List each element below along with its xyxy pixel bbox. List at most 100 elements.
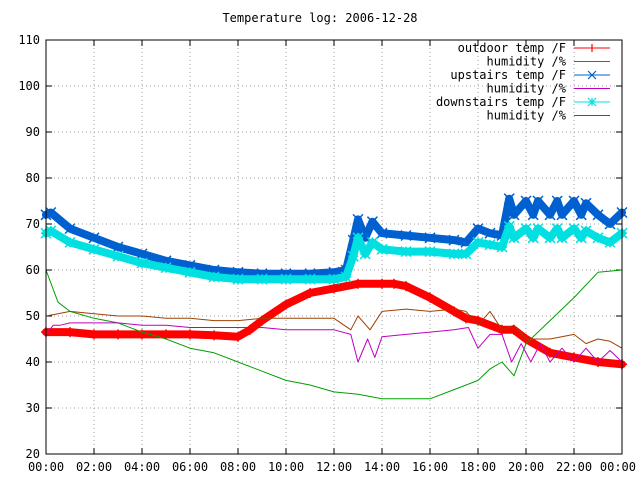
- data-point: [340, 271, 352, 283]
- data-point: [256, 273, 268, 285]
- data-point: [328, 273, 340, 285]
- data-point: [389, 278, 399, 289]
- data-point: [448, 234, 460, 246]
- legend-label-2: upstairs temp /F: [450, 68, 566, 82]
- data-point: [503, 220, 515, 232]
- data-point: [89, 329, 99, 340]
- data-point: [245, 324, 255, 335]
- data-point: [305, 288, 315, 298]
- series-line-3: [45, 322, 623, 363]
- x-tick-label: 12:00: [316, 460, 352, 474]
- data-point: [527, 232, 539, 244]
- data-point: [400, 246, 412, 258]
- legend-label-3: humidity /%: [487, 82, 567, 96]
- data-point: [377, 278, 387, 289]
- data-point: [136, 257, 148, 269]
- data-point: [88, 243, 100, 255]
- data-point: [569, 352, 579, 363]
- legend-label-1: humidity /%: [487, 55, 567, 69]
- axes: 20 30 40 50 60 70 80 90 100 110 00:00 02:00 04:00 06:…: [18, 33, 636, 474]
- data-point: [329, 283, 339, 294]
- data-point: [88, 232, 100, 244]
- y-tick-label: 80: [26, 171, 40, 185]
- y-tick-label: 70: [26, 217, 40, 231]
- y-tick-label: 90: [26, 125, 40, 139]
- data-point: [556, 209, 568, 221]
- data-point: [496, 241, 508, 253]
- data-point: [366, 236, 378, 248]
- data-point: [575, 232, 587, 244]
- data-point: [508, 232, 520, 244]
- data-point: [472, 236, 484, 248]
- data-point: [461, 313, 471, 324]
- data-point: [366, 216, 378, 228]
- x-tick-label: 02:00: [76, 460, 112, 474]
- series-lines: [40, 193, 628, 400]
- x-tick-label: 04:00: [124, 460, 160, 474]
- data-point: [45, 225, 57, 237]
- data-point: [280, 273, 292, 285]
- data-point: [113, 329, 123, 340]
- data-point: [425, 292, 435, 303]
- data-point: [352, 232, 364, 244]
- data-point: [137, 329, 147, 340]
- data-point: [376, 227, 388, 239]
- grid: [46, 40, 622, 454]
- data-point: [185, 329, 195, 340]
- x-tick-label: 10:00: [268, 460, 304, 474]
- data-point: [112, 241, 124, 253]
- data-point: [232, 273, 244, 285]
- legend-marker: [587, 70, 597, 80]
- data-point: [592, 209, 604, 221]
- data-point: [508, 209, 520, 221]
- data-point: [575, 209, 587, 221]
- data-point: [424, 246, 436, 258]
- x-tick-label: 00:00: [28, 460, 64, 474]
- data-point: [64, 223, 76, 235]
- data-point: [484, 227, 496, 239]
- data-point: [545, 347, 555, 358]
- legend-label-5: humidity /%: [487, 109, 567, 123]
- legend-label-4: downstairs temp /F: [436, 95, 566, 109]
- x-tick-label: 22:00: [556, 460, 592, 474]
- y-tick-label: 110: [18, 33, 40, 47]
- data-point: [347, 250, 359, 262]
- data-point: [208, 271, 220, 283]
- x-tick-label: 06:00: [172, 460, 208, 474]
- data-point: [484, 239, 496, 251]
- data-point: [532, 195, 544, 207]
- data-point: [160, 262, 172, 274]
- data-point: [209, 330, 219, 341]
- data-point: [520, 195, 532, 207]
- data-point: [65, 327, 75, 338]
- data-point: [400, 229, 412, 242]
- y-tick-label: 40: [26, 355, 40, 369]
- data-point: [233, 331, 243, 342]
- data-point: [352, 213, 364, 225]
- data-point: [64, 236, 76, 248]
- data-point: [304, 273, 316, 285]
- legend-label-0: outdoor temp /F: [458, 41, 566, 55]
- data-point: [401, 281, 411, 292]
- y-tick-label: 50: [26, 309, 40, 323]
- data-point: [604, 236, 616, 248]
- data-point: [353, 278, 363, 289]
- data-point: [580, 225, 592, 237]
- x-tick-label: 00:00: [600, 460, 636, 474]
- x-tick-label: 14:00: [364, 460, 400, 474]
- y-tick-label: 60: [26, 263, 40, 277]
- plot-frame: [45, 39, 623, 455]
- data-point: [449, 306, 459, 317]
- y-tick-label: 30: [26, 401, 40, 415]
- series-line-5: [45, 308, 623, 349]
- data-point: [460, 248, 472, 260]
- data-point: [580, 197, 592, 209]
- data-point: [184, 266, 196, 278]
- data-point: [473, 315, 483, 326]
- data-point: [568, 223, 580, 235]
- data-point: [556, 232, 568, 244]
- data-point: [136, 248, 148, 260]
- data-point: [503, 193, 515, 205]
- data-point: [359, 248, 371, 260]
